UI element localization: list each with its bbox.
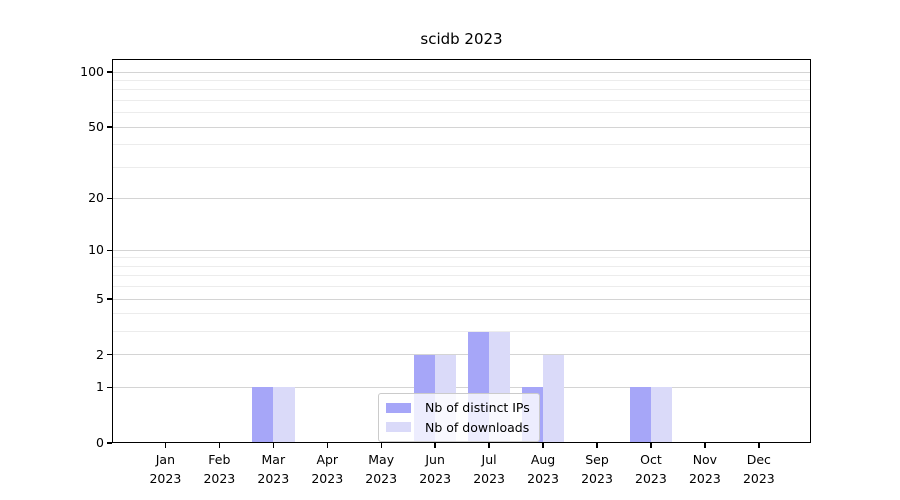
x-tick bbox=[272, 443, 274, 448]
bar-downloads bbox=[273, 387, 295, 443]
y-gridline-major bbox=[112, 249, 811, 251]
x-tick bbox=[326, 443, 328, 448]
y-gridline-major bbox=[112, 126, 811, 128]
month-label: Jun bbox=[425, 452, 445, 467]
x-tick bbox=[488, 443, 490, 448]
year-label: 2023 bbox=[473, 470, 505, 486]
y-gridline-minor bbox=[112, 99, 811, 101]
x-tick bbox=[596, 443, 598, 448]
y-tick bbox=[107, 298, 112, 300]
year-label: 2023 bbox=[365, 470, 398, 486]
legend-row: Nb of downloads bbox=[386, 418, 530, 438]
year-label: 2023 bbox=[419, 470, 452, 486]
y-gridline-minor bbox=[112, 265, 811, 267]
bar-downloads bbox=[543, 354, 565, 443]
x-tick-label: Mar 2023 bbox=[240, 451, 306, 488]
y-gridline-minor bbox=[112, 89, 811, 91]
month-label: Sep bbox=[585, 452, 609, 467]
year-label: 2023 bbox=[581, 470, 613, 486]
month-label: Nov bbox=[692, 452, 718, 467]
x-tick-label: Nov 2023 bbox=[672, 451, 738, 488]
bar-distinct-ips bbox=[252, 387, 274, 443]
year-label: 2023 bbox=[742, 470, 775, 486]
y-gridline-major bbox=[112, 71, 811, 73]
x-tick bbox=[218, 443, 221, 448]
legend-swatch-icon bbox=[386, 422, 411, 433]
year-label: 2023 bbox=[257, 470, 290, 486]
x-tick bbox=[164, 443, 167, 448]
y-tick bbox=[107, 71, 112, 73]
x-tick-label: Oct 2023 bbox=[618, 451, 684, 488]
y-tick bbox=[107, 249, 112, 252]
plot-area: 0 1 2 5 10 20 50 100 Jan 2023 Feb 2023 Mar 2023 Apr 202… bbox=[80, 59, 811, 486]
y-gridline-minor bbox=[112, 80, 811, 82]
y-tick bbox=[107, 386, 112, 388]
month-label: Aug bbox=[530, 452, 556, 467]
y-gridline-minor bbox=[112, 112, 811, 114]
year-label: 2023 bbox=[149, 470, 182, 486]
y-tick bbox=[107, 197, 112, 200]
y-tick-label: 20 bbox=[88, 190, 104, 206]
y-gridline-major bbox=[112, 298, 811, 300]
y-gridline-major bbox=[112, 354, 811, 356]
legend: Nb of distinct IPs Nb of downloads bbox=[378, 393, 540, 442]
x-tick-label: Jul 2023 bbox=[456, 451, 522, 488]
y-gridline-minor bbox=[112, 286, 811, 288]
y-gridline-minor bbox=[112, 331, 811, 333]
month-label: Apr bbox=[316, 452, 339, 467]
x-tick-label: May 2023 bbox=[348, 451, 414, 488]
legend-label: Nb of downloads bbox=[425, 419, 530, 435]
y-tick-label: 5 bbox=[96, 291, 104, 307]
y-gridline-minor bbox=[112, 275, 811, 277]
axes-frame bbox=[112, 59, 811, 443]
year-label: 2023 bbox=[203, 470, 236, 486]
month-label: Feb bbox=[208, 452, 231, 467]
y-tick bbox=[107, 442, 112, 444]
y-tick-label: 10 bbox=[88, 242, 104, 258]
bar-downloads bbox=[650, 387, 673, 443]
y-gridline-minor bbox=[112, 313, 811, 315]
y-tick bbox=[107, 354, 112, 356]
bar-distinct-ips bbox=[629, 387, 651, 443]
x-tick-label: Sep 2023 bbox=[564, 451, 630, 488]
x-tick-label: Jun 2023 bbox=[402, 451, 468, 488]
month-label: Oct bbox=[640, 452, 662, 467]
x-tick-label: Jan 2023 bbox=[132, 451, 198, 488]
legend-row: Nb of distinct IPs bbox=[386, 398, 530, 418]
x-tick bbox=[542, 443, 544, 448]
x-tick-label: Dec 2023 bbox=[726, 451, 792, 488]
year-label: 2023 bbox=[635, 470, 667, 486]
legend-swatch-icon bbox=[386, 402, 411, 413]
y-gridline-minor bbox=[112, 257, 811, 259]
x-tick-label: Feb 2023 bbox=[186, 451, 252, 488]
y-gridline-major bbox=[112, 386, 811, 388]
x-tick bbox=[650, 443, 652, 448]
year-label: 2023 bbox=[688, 470, 721, 486]
month-label: Jul bbox=[481, 452, 497, 467]
year-label: 2023 bbox=[311, 470, 344, 486]
y-tick-label: 1 bbox=[96, 379, 104, 395]
y-gridline-major bbox=[112, 197, 811, 199]
y-tick bbox=[107, 126, 112, 128]
x-tick bbox=[758, 443, 760, 448]
y-tick-label: 0 bbox=[96, 435, 104, 450]
x-tick-label: Apr 2023 bbox=[294, 451, 360, 488]
month-label: May bbox=[368, 452, 395, 467]
month-label: Jan bbox=[155, 452, 176, 467]
x-tick bbox=[434, 443, 436, 448]
month-label: Mar bbox=[261, 452, 286, 467]
x-tick bbox=[704, 443, 706, 448]
y-gridline-minor bbox=[112, 144, 811, 146]
x-tick-label: Aug 2023 bbox=[510, 451, 576, 488]
x-tick bbox=[380, 443, 382, 448]
y-tick-label: 2 bbox=[96, 346, 104, 362]
chart-title: scidb 2023 bbox=[420, 30, 503, 48]
month-label: Dec bbox=[746, 452, 771, 467]
year-label: 2023 bbox=[527, 470, 559, 486]
y-tick-label: 100 bbox=[80, 64, 104, 80]
legend-label: Nb of distinct IPs bbox=[425, 400, 530, 416]
y-gridline-minor bbox=[112, 166, 811, 168]
y-tick-label: 50 bbox=[88, 119, 104, 135]
